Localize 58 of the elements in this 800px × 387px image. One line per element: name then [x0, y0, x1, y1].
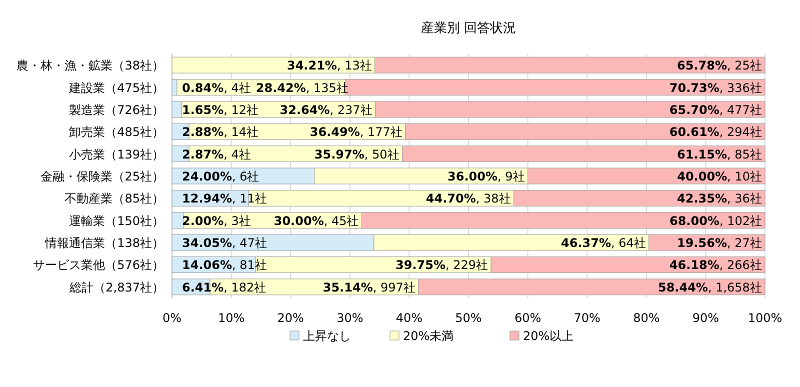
data-label: 34.21%, 13社 — [286, 58, 372, 73]
legend-label: 上昇なし — [303, 329, 351, 343]
y-tick-label: 建設業（475社） — [68, 80, 164, 95]
y-tick-label: 運輸業（150社） — [69, 214, 164, 228]
data-label: 32.64%, 237社 — [280, 102, 372, 117]
data-label: 40.00%, 10社 — [677, 170, 762, 184]
data-label: 65.78%, 25社 — [677, 58, 762, 73]
chart-title: 産業別 回答状況 — [420, 20, 516, 36]
data-label: 46.37%, 64社 — [561, 236, 646, 250]
data-label: 44.70%, 38社 — [426, 192, 511, 206]
data-label: 70.73%, 336社 — [669, 80, 762, 95]
y-tick-label: 不動産業（85社） — [64, 192, 164, 206]
data-label: 35.97%, 50社 — [314, 147, 400, 162]
data-label: 30.00%, 45社 — [274, 214, 359, 228]
y-tick-label: サービス業他（576社） — [33, 258, 164, 272]
data-label: 68.00%, 102社 — [669, 214, 762, 228]
y-tick-label: 農・林・漁・鉱業（38社） — [16, 58, 164, 73]
x-tick-label: 10% — [218, 311, 245, 325]
x-tick-label: 100% — [748, 311, 782, 325]
data-label: 36.49%, 177社 — [310, 125, 402, 140]
data-label: 12.94%, 11社 — [182, 192, 267, 206]
data-label: 24.00%, 6社 — [182, 170, 260, 184]
x-tick-label: 60% — [514, 311, 542, 325]
data-label: 35.14%, 997社 — [322, 280, 416, 294]
data-label: 58.44%, 1,658社 — [658, 280, 762, 294]
data-label: 14.06%, 81社 — [182, 258, 267, 272]
data-label: 6.41%, 182社 — [182, 280, 266, 294]
data-label: 61.15%, 85社 — [677, 147, 762, 162]
x-tick-label: 20% — [277, 311, 304, 325]
x-tick-label: 30% — [336, 311, 364, 325]
y-tick-label: 小売業（139社） — [69, 147, 164, 162]
data-label: 28.42%, 135社 — [256, 80, 348, 95]
x-tick-label: 0% — [162, 311, 182, 325]
legend-label: 20%以上 — [523, 329, 574, 343]
x-tick-label: 70% — [574, 311, 600, 325]
data-label: 2.00%, 3社 — [182, 214, 251, 228]
data-label: 2.87%, 4社 — [182, 147, 251, 162]
data-label: 46.18%, 266社 — [669, 258, 762, 272]
data-label: 65.70%, 477社 — [669, 102, 762, 117]
data-label: 36.00%, 9社 — [448, 170, 525, 184]
y-tick-label: 卸売業（485社） — [69, 125, 164, 140]
data-label: 39.75%, 229社 — [396, 258, 488, 272]
x-tick-label: 50% — [455, 311, 482, 325]
data-label: 19.56%, 27社 — [676, 236, 762, 250]
y-tick-label: 製造業（726社） — [69, 102, 164, 117]
legend-label: 20%未満 — [403, 329, 454, 343]
y-tick-label: 情報通信業（138社） — [44, 236, 164, 250]
data-label: 42.35%, 36社 — [677, 192, 762, 206]
x-tick-label: 80% — [633, 311, 660, 325]
data-label: 1.65%, 12社 — [182, 102, 259, 117]
data-label: 60.61%, 294社 — [669, 125, 762, 140]
y-tick-label: 総計（2,837社） — [68, 280, 164, 294]
data-label: 2.88%, 14社 — [182, 125, 259, 140]
data-label: 34.05%, 47社 — [182, 236, 267, 250]
y-tick-label: 金融・保険業（25社） — [40, 170, 164, 184]
x-tick-label: 90% — [692, 311, 720, 325]
x-tick-label: 40% — [396, 311, 423, 325]
data-label: 0.84%, 4社 — [182, 80, 251, 95]
